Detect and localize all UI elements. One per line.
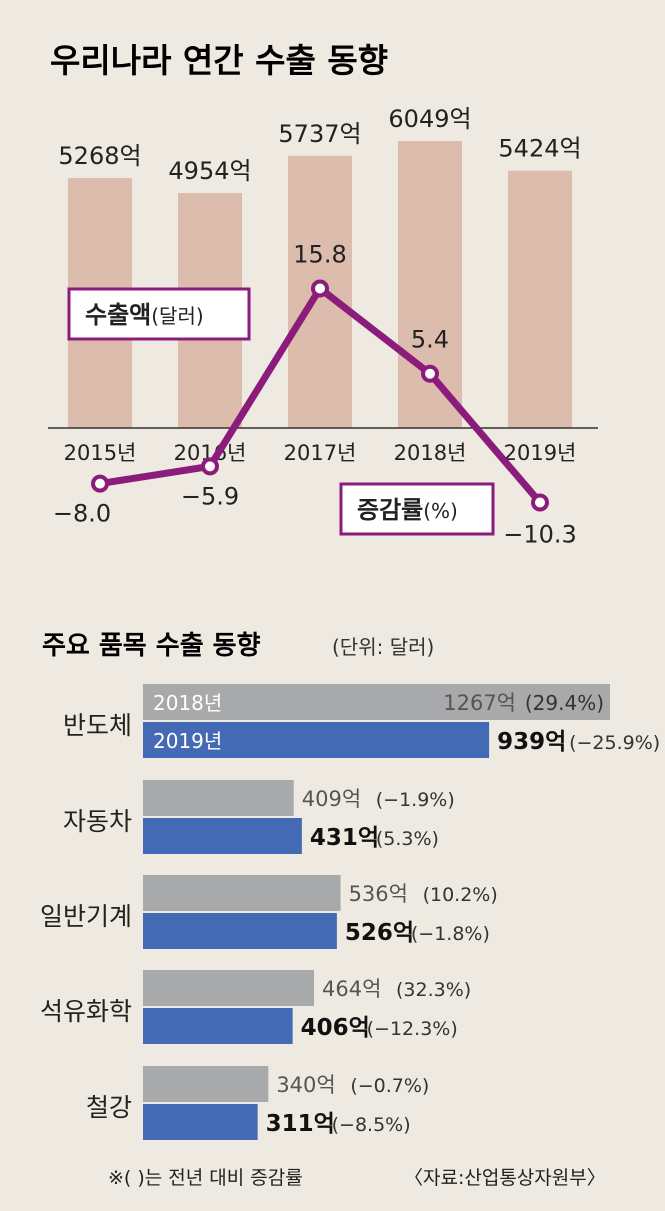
footnote: ※( )는 전년 대비 증감률 xyxy=(108,1167,303,1189)
value-label-2018: 409억 xyxy=(302,787,361,811)
bar-2019-반도체 xyxy=(143,722,490,758)
bar-2019-철강 xyxy=(143,1104,258,1140)
growth-point-2018년 xyxy=(421,364,439,383)
value-label-2018: 340억 xyxy=(276,1073,335,1097)
category-label: 일반기계 xyxy=(40,902,132,931)
pct-label-2019: (−8.5%) xyxy=(332,1114,411,1136)
bar-value-label: 6049억 xyxy=(388,105,471,133)
value-label-2018: 536억 xyxy=(349,882,408,906)
value-label-2019: 526억 xyxy=(345,920,414,946)
legend-unit: (달러) xyxy=(151,304,203,328)
bar-2018-철강 xyxy=(143,1066,269,1102)
x-tick-label: 2018년 xyxy=(394,441,467,465)
bar-2019-일반기계 xyxy=(143,913,337,949)
source: 〈자료:산업통상자원부〉 xyxy=(404,1167,606,1189)
value-label-2019: 939억 xyxy=(497,729,566,755)
bar-2018-석유화학 xyxy=(143,970,315,1006)
pct-label-2019: (−25.9%) xyxy=(569,732,660,754)
category-label: 반도체 xyxy=(63,711,132,740)
bar-2019-자동차 xyxy=(143,818,302,854)
pct-label-2019: (−1.8%) xyxy=(411,923,490,945)
growth-value-label: −10.3 xyxy=(503,520,577,548)
pct-label-2018: (10.2%) xyxy=(423,884,498,906)
value-label-2019: 311억 xyxy=(266,1111,335,1137)
chart-title: 우리나라 연간 수출 동향 xyxy=(50,41,388,80)
pct-label-2018: (−1.9%) xyxy=(376,789,455,811)
legend-unit: (%) xyxy=(423,499,458,523)
bar-value-label: 5737억 xyxy=(278,120,361,148)
bar-2018-반도체 xyxy=(143,684,610,720)
bar-2018-자동차 xyxy=(143,780,294,816)
pct-label-2019: (−12.3%) xyxy=(367,1018,458,1040)
legend-bold: 수출액 xyxy=(85,301,151,329)
series-label-2018: 2018년 xyxy=(153,691,222,715)
export-bar-2018년 xyxy=(398,141,462,428)
category-label: 철강 xyxy=(86,1093,132,1122)
major-items-export-chart: 주요 품목 수출 동향 (단위: 달러) 반도체 2018년 2019년 1267억 (… xyxy=(40,631,660,1189)
bar-value-label: 5424억 xyxy=(498,135,581,163)
pct-label-2018: (−0.7%) xyxy=(350,1075,429,1097)
x-tick-label: 2019년 xyxy=(504,441,577,465)
category-label: 석유화학 xyxy=(40,997,132,1026)
growth-point-2015년 xyxy=(91,474,109,493)
legend-label: 수출액(달러) xyxy=(85,301,204,329)
growth-value-label: −5.9 xyxy=(181,482,239,510)
x-tick-label: 2017년 xyxy=(284,441,357,465)
growth-value-label: 15.8 xyxy=(293,240,346,268)
growth-point-2019년 xyxy=(531,493,549,512)
annual-export-chart: 우리나라 연간 수출 동향 2015년 2016년 2017년 2018년 2019년 … xyxy=(48,41,598,548)
x-tick-label: 2015년 xyxy=(64,441,137,465)
growth-value-label: 5.4 xyxy=(411,326,449,354)
bar-value-label: 5268억 xyxy=(58,142,141,170)
value-label-2019: 431억 xyxy=(310,825,379,851)
legend-label: 증감률(%) xyxy=(357,496,458,524)
chart-subtitle: (단위: 달러) xyxy=(332,635,434,659)
pct-label-2018: (29.4%) xyxy=(525,691,604,715)
series-label-2019: 2019년 xyxy=(153,729,222,753)
bar-2019-석유화학 xyxy=(143,1008,293,1044)
pct-label-2018: (32.3%) xyxy=(396,979,471,1001)
chart-title: 주요 품목 수출 동향 xyxy=(42,631,261,661)
export-bar-2019년 xyxy=(508,170,572,428)
value-label-2018: 1267억 xyxy=(443,691,516,715)
bar-value-label: 4954억 xyxy=(168,157,251,185)
value-label-2019: 406억 xyxy=(301,1015,370,1041)
growth-point-2016년 xyxy=(201,457,219,476)
legend-box xyxy=(67,287,251,341)
legend-bold: 증감률 xyxy=(357,496,423,524)
bar-2018-일반기계 xyxy=(143,875,341,911)
legend-box xyxy=(339,482,495,536)
value-label-2018: 464억 xyxy=(322,977,381,1001)
growth-value-label: −8.0 xyxy=(53,500,111,528)
category-label: 자동차 xyxy=(63,807,132,836)
growth-point-2017년 xyxy=(311,279,329,298)
pct-label-2019: (5.3%) xyxy=(376,828,439,850)
